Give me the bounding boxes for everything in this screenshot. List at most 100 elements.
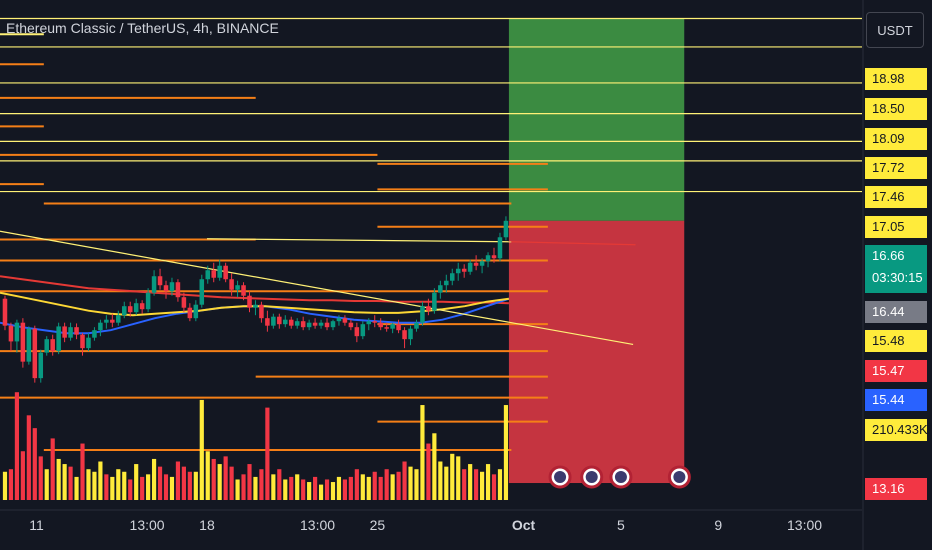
volume-bar — [420, 405, 425, 500]
time-label: 18 — [199, 517, 215, 533]
candle-body — [104, 319, 109, 323]
candle-body — [444, 280, 449, 286]
candle-body — [336, 318, 342, 322]
volume-bar — [402, 461, 407, 500]
volume-bar — [438, 461, 443, 500]
volume-bar — [32, 428, 37, 500]
candle-body — [390, 324, 395, 329]
candle-body — [110, 319, 115, 323]
candle-body — [8, 325, 14, 342]
volume-bar — [485, 464, 491, 500]
volume-bar — [324, 479, 330, 500]
volume-bar — [301, 479, 306, 500]
candle-body — [503, 220, 509, 238]
volume-bar — [318, 484, 324, 500]
price-label: 15.44 — [865, 389, 927, 411]
volume-bar — [223, 456, 228, 500]
volume-bar — [384, 469, 389, 500]
candle-body — [366, 321, 372, 325]
candle-body — [455, 268, 461, 274]
symbol-title[interactable]: Ethereum Classic / TetherUS, 4h, BINANCE — [6, 20, 279, 36]
candle-body — [2, 298, 8, 326]
volume-bar — [56, 458, 61, 500]
volume-bar — [390, 474, 395, 500]
volume-bar — [474, 469, 479, 500]
price-label: 16.44 — [865, 301, 927, 323]
volume-bar — [235, 479, 240, 500]
volume-bar — [295, 474, 300, 500]
price-label: 17.05 — [865, 216, 927, 238]
time-label: 5 — [617, 517, 625, 533]
trendline-1 — [206, 238, 512, 243]
volume-bar — [247, 464, 252, 500]
candle-body — [14, 322, 20, 342]
candle-body — [121, 306, 127, 316]
candle-body — [402, 330, 407, 340]
price-label: 17.46 — [865, 186, 927, 208]
volume-bar — [372, 471, 377, 500]
candle-body — [38, 352, 44, 379]
volume-bar — [181, 466, 186, 500]
event-marker-icon-inner — [554, 471, 567, 483]
candle-body — [139, 303, 145, 310]
candle-body — [193, 304, 199, 319]
price-label: 13.16 — [865, 478, 927, 500]
candle-body — [342, 318, 348, 323]
time-label: 13:00 — [787, 517, 823, 533]
volume-bar — [468, 464, 473, 500]
candle-body — [259, 304, 264, 319]
volume-bar — [229, 466, 234, 500]
last-price-badge: 16.66 03:30:15 — [865, 245, 927, 293]
candle-body — [330, 321, 336, 328]
candle-body — [127, 306, 133, 313]
price-label: 17.72 — [865, 157, 927, 179]
volume-bar — [217, 464, 222, 500]
volume-bar — [50, 438, 55, 500]
candle-body — [485, 255, 491, 262]
volume-bar — [151, 458, 157, 500]
candle-body — [324, 322, 330, 328]
volume-bar — [140, 476, 145, 500]
candle-body — [68, 327, 73, 338]
bar-countdown: 03:30:15 — [872, 270, 923, 285]
volume-bar — [92, 471, 97, 500]
volume-bar — [444, 466, 449, 500]
candle-body — [229, 279, 234, 290]
volume-bar — [414, 469, 419, 500]
volume-bar — [307, 482, 312, 500]
candle-body — [20, 322, 26, 362]
candle-body — [116, 315, 121, 323]
volume-bar — [342, 479, 348, 500]
price-label: 210.433K — [865, 419, 928, 441]
currency-button[interactable]: USDT — [866, 12, 924, 48]
trendline-2 — [511, 241, 636, 246]
volume-bar — [14, 392, 19, 500]
candle-body — [50, 339, 55, 352]
volume-bar — [98, 461, 103, 500]
volume-bar — [26, 415, 31, 500]
candle-body — [294, 321, 300, 326]
candle-body — [277, 316, 282, 325]
trendline-0 — [0, 230, 634, 346]
price-label: 18.98 — [865, 68, 927, 90]
candle-body — [151, 276, 157, 293]
candle-body — [235, 285, 240, 290]
volume-bar — [283, 479, 288, 500]
volume-bar — [175, 461, 181, 500]
time-label: 13:00 — [299, 517, 336, 533]
candle-body — [497, 237, 503, 259]
candle-body — [157, 276, 163, 286]
candle-body — [187, 307, 193, 319]
volume-bar — [491, 474, 497, 500]
volume-bar — [241, 474, 246, 500]
candle-body — [247, 295, 252, 308]
volume-bar — [462, 469, 467, 500]
volume-bar — [313, 476, 318, 500]
candle-body — [265, 318, 270, 326]
volume-bar — [44, 469, 49, 500]
volume-bar — [211, 458, 216, 500]
last-price-value: 16.66 — [872, 248, 905, 263]
candle-body — [145, 292, 151, 310]
